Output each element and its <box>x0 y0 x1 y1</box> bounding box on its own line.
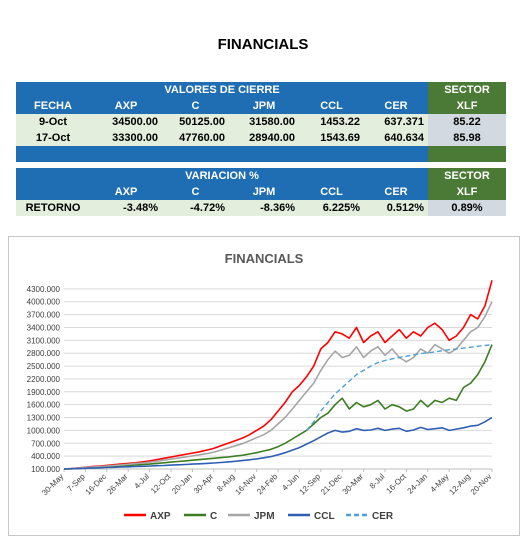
x-tick-label: 16-Dec <box>84 472 109 497</box>
y-tick-label: 1900.000 <box>27 388 61 397</box>
table-spacer-row <box>16 146 507 162</box>
series-line-cer <box>305 343 493 431</box>
y-tick-label: 700.000 <box>31 439 60 448</box>
cell-ccl: 6.225% <box>299 200 364 216</box>
column-header-jpm: JPM <box>229 184 299 200</box>
y-tick-label: 4000.000 <box>27 298 61 307</box>
x-tick-label: 4-Jul <box>132 472 151 491</box>
y-tick-label: 3700.000 <box>27 311 61 320</box>
legend-label-cer: CER <box>372 511 394 522</box>
spacer-band-sector <box>428 146 507 162</box>
closing-values-column-header-row: FECHA AXP C JPM CCL CER XLF <box>16 98 507 114</box>
column-header-axp: AXP <box>90 184 162 200</box>
series-line-axp <box>63 280 493 470</box>
cell-ccl: 1453.22 <box>299 114 364 130</box>
cell-ccl: 1543.69 <box>299 130 364 146</box>
column-header-c: C <box>162 184 229 200</box>
x-tick-label: 20-Jan <box>170 472 194 496</box>
table-row: 9-Oct 34500.00 50125.00 31580.00 1453.22… <box>16 114 507 130</box>
x-tick-label: 12-Aug <box>447 472 472 497</box>
y-tick-label: 1600.000 <box>27 401 61 410</box>
y-tick-label: 3100.000 <box>27 336 61 345</box>
x-tick-label: 24-Jan <box>406 472 430 496</box>
y-tick-label: 2800.000 <box>27 349 61 358</box>
x-tick-label: 21-Dec <box>319 472 344 497</box>
legend-label-axp: AXP <box>150 511 171 522</box>
column-header-xlf: XLF <box>428 98 507 114</box>
cell-axp: 33300.00 <box>90 130 162 146</box>
column-header-ccl: CCL <box>299 184 364 200</box>
cell-cer: 0.512% <box>364 200 428 216</box>
legend-label-ccl: CCL <box>314 511 335 522</box>
chart-title: FINANCIALS <box>225 251 304 266</box>
table-row: 17-Oct 33300.00 47760.00 28940.00 1543.6… <box>16 130 507 146</box>
closing-values-group-header: VALORES DE CIERRE <box>16 82 429 98</box>
cell-cer: 637.371 <box>364 114 429 130</box>
cell-axp: -3.48% <box>90 200 162 216</box>
x-tick-label: 24-Feb <box>255 472 280 497</box>
cell-jpm: 28940.00 <box>229 130 299 146</box>
x-tick-label: 26-Mar <box>105 472 130 497</box>
column-header-axp: AXP <box>90 98 162 114</box>
sector-header: SECTOR <box>428 168 506 184</box>
column-header-fecha: FECHA <box>16 98 90 114</box>
cell-axp: 34500.00 <box>90 114 162 130</box>
column-header-jpm: JPM <box>229 98 299 114</box>
cell-date: 9-Oct <box>16 114 90 130</box>
column-header-ccl: CCL <box>299 98 364 114</box>
cell-label: RETORNO <box>16 200 90 216</box>
column-header-cer: CER <box>364 98 429 114</box>
x-tick-label: 16-Nov <box>233 472 258 497</box>
cell-jpm: -8.36% <box>229 200 299 216</box>
cell-cer: 640.634 <box>364 130 429 146</box>
page-title: FINANCIALS <box>217 36 309 53</box>
series-line-c <box>63 344 493 470</box>
legend-label-jpm: JPM <box>254 511 275 522</box>
chart-canvas: FINANCIALS 100.000 400.000 700.000 1000.000… <box>27 251 494 522</box>
series-line-jpm <box>63 301 493 470</box>
y-tick-label: 400.000 <box>31 452 60 461</box>
financials-chart: FINANCIALS 100.000 400.000 700.000 1000.000… <box>8 236 520 536</box>
cell-c: -4.72% <box>162 200 229 216</box>
x-tick-label: 8-Jul <box>368 472 387 491</box>
variation-column-header-row: AXP C JPM CCL CER XLF <box>16 184 506 200</box>
variation-group-header-row: VARIACION % SECTOR <box>16 168 506 184</box>
y-tick-label: 100.000 <box>31 465 60 474</box>
x-tick-label: 30-Apr <box>192 472 216 496</box>
x-tick-label: 30-May <box>40 472 65 497</box>
closing-values-table: VALORES DE CIERRE SECTOR FECHA AXP C JPM… <box>16 82 507 162</box>
x-tick-label: 12-Sep <box>298 472 323 497</box>
series-line-ccl <box>63 416 493 470</box>
cell-xlf: 0.89% <box>428 200 506 216</box>
table-row: RETORNO -3.48% -4.72% -8.36% 6.225% 0.51… <box>16 200 506 216</box>
spacer-band <box>16 146 429 162</box>
y-tick-label: 4300.000 <box>27 285 61 294</box>
column-header-cer: CER <box>364 184 428 200</box>
variation-group-header: VARIACION % <box>16 168 428 184</box>
x-tick-label: 12-Oct <box>149 472 173 496</box>
y-tick-label: 3400.000 <box>27 323 61 332</box>
y-tick-label: 2200.000 <box>27 375 61 384</box>
sector-header: SECTOR <box>428 82 507 98</box>
y-tick-label: 2500.000 <box>27 362 61 371</box>
cell-c: 47760.00 <box>162 130 229 146</box>
column-header-c: C <box>162 98 229 114</box>
cell-xlf: 85.98 <box>428 130 507 146</box>
column-header-xlf: XLF <box>428 184 506 200</box>
y-tick-label: 1300.000 <box>27 414 61 423</box>
cell-c: 50125.00 <box>162 114 229 130</box>
cell-xlf: 85.22 <box>428 114 507 130</box>
y-tick-label: 1000.000 <box>27 426 61 435</box>
cell-date: 17-Oct <box>16 130 90 146</box>
closing-values-group-header-row: VALORES DE CIERRE SECTOR <box>16 82 507 98</box>
variation-table: VARIACION % SECTOR AXP C JPM CCL CER XLF… <box>16 168 506 216</box>
column-header-blank <box>16 184 90 200</box>
legend-label-c: C <box>210 511 217 522</box>
x-tick-label: 30-Mar <box>341 472 366 497</box>
cell-jpm: 31580.00 <box>229 114 299 130</box>
x-tick-label: 20-Nov <box>469 472 494 497</box>
x-tick-label: 16-Oct <box>384 472 408 496</box>
